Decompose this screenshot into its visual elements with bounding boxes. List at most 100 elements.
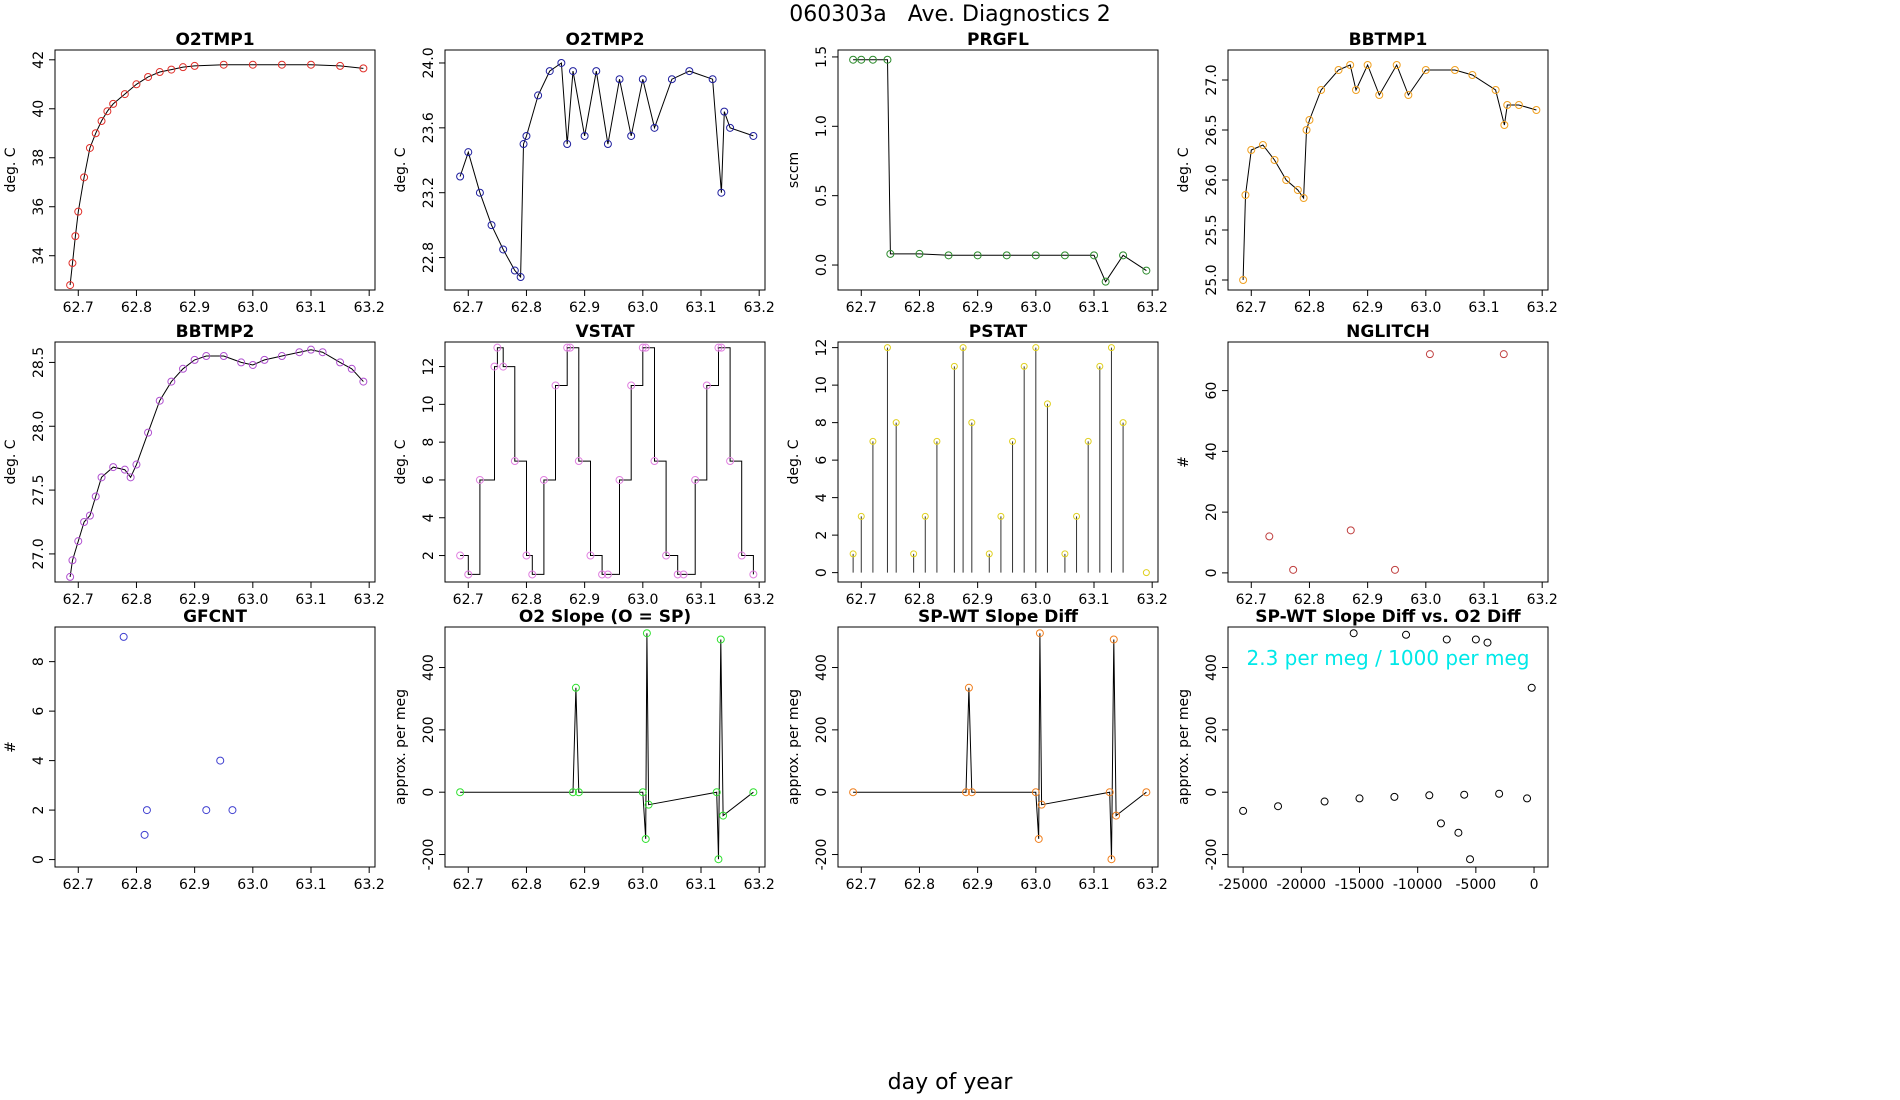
plot-frame xyxy=(444,49,766,291)
data-point xyxy=(66,572,75,581)
data-point xyxy=(1239,276,1248,284)
data-point xyxy=(1239,806,1248,815)
y-axis-label: # xyxy=(1176,456,1192,468)
data-point xyxy=(667,75,676,84)
x-tick-label: 63.0 xyxy=(1410,300,1441,316)
data-point xyxy=(456,551,465,560)
figure-title: 060303a Ave. Diagnostics 2 xyxy=(789,2,1111,27)
data-point xyxy=(1390,565,1399,574)
x-tick-label: 62.8 xyxy=(1294,300,1325,316)
data-point xyxy=(132,460,141,469)
data-point xyxy=(720,107,729,116)
x-tick-label: 62.7 xyxy=(453,592,484,608)
y-tick-label: -200 xyxy=(1204,839,1220,871)
panel-title: BBTMP1 xyxy=(1349,30,1428,50)
x-tick-label: 62.9 xyxy=(1352,300,1383,316)
data-point xyxy=(638,75,647,84)
data-point xyxy=(1142,266,1151,275)
data-point xyxy=(973,251,982,260)
data-point xyxy=(1119,419,1127,427)
data-point xyxy=(1084,437,1092,445)
data-point xyxy=(522,131,531,140)
data-point xyxy=(691,475,700,484)
data-point xyxy=(179,63,187,72)
x-tick-label: 62.9 xyxy=(1352,592,1383,608)
panel-title: NGLITCH xyxy=(1346,322,1430,342)
data-point xyxy=(359,377,368,386)
y-tick-label: 2 xyxy=(421,551,437,560)
data-point xyxy=(228,806,237,815)
data-point xyxy=(277,352,286,361)
plot-frame xyxy=(54,49,376,291)
data-point xyxy=(883,344,891,352)
data-point xyxy=(1466,855,1475,864)
data-point xyxy=(627,381,636,390)
data-point xyxy=(551,381,560,390)
x-tick-label: 63.1 xyxy=(685,592,716,608)
y-tick-label: 23.6 xyxy=(421,112,437,143)
data-point xyxy=(569,67,577,76)
data-point xyxy=(487,221,496,230)
panel-title: GFCNT xyxy=(183,607,247,627)
y-tick-label: 2 xyxy=(31,806,47,815)
y-tick-label: 10 xyxy=(421,395,437,413)
y-axis-label: deg. C xyxy=(393,439,409,484)
data-point xyxy=(563,343,572,352)
x-tick-label: 63.2 xyxy=(1137,592,1168,608)
panel-6: VSTAT deg. C 62.7 62.8 62.9 63.0 63.1 63.2 2 4 6 8 1… xyxy=(393,322,775,608)
y-tick-label: 400 xyxy=(1204,654,1220,681)
data-point xyxy=(66,281,75,290)
data-point xyxy=(650,457,659,466)
x-tick-label: 62.7 xyxy=(846,300,877,316)
y-tick-label: 27.0 xyxy=(31,538,47,569)
data-point xyxy=(708,75,717,84)
data-point xyxy=(967,788,976,797)
data-point xyxy=(1532,106,1541,114)
data-point xyxy=(714,855,723,864)
panel-2: O2TMP2 deg. C 62.7 62.8 62.9 63.0 63.1 63.2 22.8… xyxy=(393,30,775,316)
data-point xyxy=(1305,116,1314,124)
data-point xyxy=(277,60,286,69)
data-point xyxy=(1282,176,1291,184)
x-tick-label: 62.9 xyxy=(179,877,210,893)
y-tick-label: 20 xyxy=(1204,503,1220,521)
x-tick-label: 62.9 xyxy=(179,300,210,316)
x-tick-label: 62.7 xyxy=(1236,300,1267,316)
data-point xyxy=(571,683,580,692)
x-tick-label: -10000 xyxy=(1393,877,1443,893)
x-tick-label: 62.7 xyxy=(63,877,94,893)
y-tick-label: -200 xyxy=(421,839,437,871)
series-line xyxy=(1242,63,1537,281)
data-point xyxy=(103,107,112,116)
y-tick-label: 25.5 xyxy=(1204,214,1220,245)
data-point xyxy=(1450,66,1459,74)
data-point xyxy=(307,345,315,354)
data-point xyxy=(933,437,941,445)
x-tick-label: 62.8 xyxy=(904,877,935,893)
data-point xyxy=(1514,101,1523,109)
x-tick-label: 63.0 xyxy=(237,877,268,893)
data-point xyxy=(1404,91,1413,99)
data-point xyxy=(74,207,83,216)
x-tick-label: 62.8 xyxy=(511,592,542,608)
data-point xyxy=(167,377,176,386)
data-point xyxy=(142,806,151,815)
data-point xyxy=(1090,251,1098,260)
x-tick-label: 63.2 xyxy=(744,877,775,893)
data-point xyxy=(1442,635,1451,644)
data-point xyxy=(849,550,857,558)
data-point xyxy=(1107,344,1115,352)
x-tick-label: 62.8 xyxy=(121,592,152,608)
data-point xyxy=(1020,362,1028,370)
data-point xyxy=(336,61,345,70)
x-tick-label: 63.1 xyxy=(685,300,716,316)
x-tick-label: 63.0 xyxy=(1020,592,1051,608)
data-point xyxy=(644,800,653,809)
data-point xyxy=(662,551,671,560)
y-tick-label: 40 xyxy=(1204,442,1220,460)
y-axis-label: approx. per meg xyxy=(1176,689,1192,805)
x-tick-label: 63.0 xyxy=(1020,877,1051,893)
data-point xyxy=(490,362,499,371)
data-point xyxy=(968,419,976,427)
data-point xyxy=(1375,91,1384,99)
